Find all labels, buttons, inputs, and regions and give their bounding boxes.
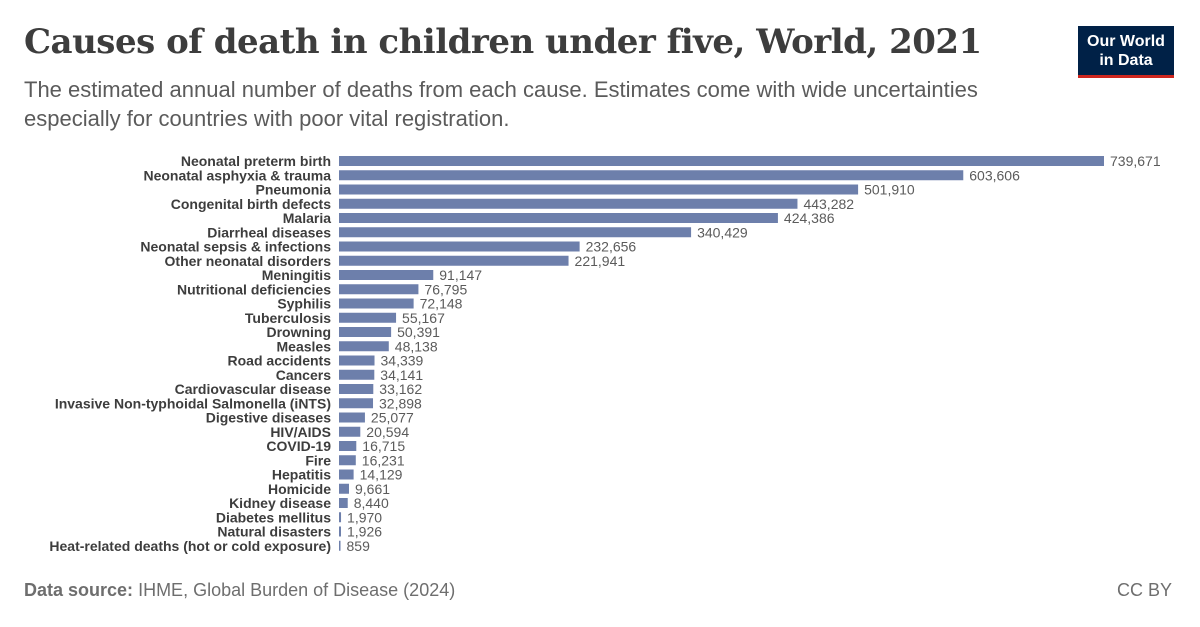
category-label: Other neonatal disorders xyxy=(165,253,332,269)
bar[interactable] xyxy=(339,327,392,337)
category-label: Cardiovascular disease xyxy=(175,381,332,397)
bar[interactable] xyxy=(339,469,354,480)
bar[interactable] xyxy=(339,526,341,537)
bar[interactable] xyxy=(339,398,374,409)
bar[interactable] xyxy=(339,270,434,280)
bar[interactable] xyxy=(339,455,356,466)
value-label: 501,910 xyxy=(864,182,915,198)
category-label: Natural disasters xyxy=(217,524,331,540)
value-label: 50,391 xyxy=(397,324,440,340)
bar[interactable] xyxy=(339,170,964,181)
value-label: 16,715 xyxy=(362,438,405,454)
category-label: Drowning xyxy=(266,324,331,340)
category-label: Hepatitis xyxy=(272,467,331,483)
category-label: Homicide xyxy=(268,481,331,497)
data-source-link[interactable]: IHME, Global Burden of Disease (2024) xyxy=(138,580,456,600)
category-label: COVID-19 xyxy=(266,438,331,454)
bar[interactable] xyxy=(339,512,342,523)
value-label: 55,167 xyxy=(402,310,445,326)
category-label: Invasive Non-typhoidal Salmonella (iNTS) xyxy=(55,395,331,411)
category-label: Syphilis xyxy=(277,296,331,312)
value-label: 32,898 xyxy=(379,395,422,411)
category-label: Diarrheal diseases xyxy=(207,224,331,240)
category-label: Neonatal sepsis & infections xyxy=(140,239,331,255)
value-label: 91,147 xyxy=(439,267,482,283)
bar[interactable] xyxy=(339,198,798,209)
category-label: Neonatal preterm birth xyxy=(181,153,331,169)
value-label: 72,148 xyxy=(420,296,463,312)
category-label: Cancers xyxy=(276,367,331,383)
value-label: 25,077 xyxy=(371,410,414,426)
bar[interactable] xyxy=(339,426,361,437)
value-label: 221,941 xyxy=(575,253,626,269)
value-label: 16,231 xyxy=(362,452,405,468)
value-label: 603,606 xyxy=(969,167,1020,183)
value-label: 34,339 xyxy=(381,353,424,369)
chart-title: Causes of death in children under five, … xyxy=(24,22,982,62)
bar[interactable] xyxy=(339,483,349,494)
data-source: Data source: IHME, Global Burden of Dise… xyxy=(24,580,455,601)
bar[interactable] xyxy=(339,312,397,323)
value-label: 34,141 xyxy=(380,367,423,383)
value-label: 859 xyxy=(347,538,371,554)
value-label: 739,671 xyxy=(1110,153,1161,169)
category-label: Malaria xyxy=(283,210,331,226)
bar[interactable] xyxy=(339,540,341,551)
category-label: Congenital birth defects xyxy=(171,196,331,212)
category-label: Neonatal asphyxia & trauma xyxy=(143,167,331,183)
value-label: 14,129 xyxy=(360,467,403,483)
bar[interactable] xyxy=(339,241,580,252)
category-label: Kidney disease xyxy=(229,495,331,511)
bar[interactable] xyxy=(339,255,569,266)
value-label: 443,282 xyxy=(803,196,854,212)
value-label: 1,970 xyxy=(347,509,382,525)
category-label: Pneumonia xyxy=(256,182,332,198)
category-label: Meningitis xyxy=(262,267,331,283)
data-source-label: Data source: xyxy=(24,580,134,600)
category-label: Fire xyxy=(305,452,331,468)
value-label: 1,926 xyxy=(347,524,382,540)
category-label: HIV/AIDS xyxy=(270,424,331,440)
bar[interactable] xyxy=(339,384,374,394)
logo-line-1: Our World xyxy=(1087,33,1165,50)
category-label: Road accidents xyxy=(228,353,332,369)
category-label: Digestive diseases xyxy=(206,410,332,426)
bar[interactable] xyxy=(339,441,357,451)
bar[interactable] xyxy=(339,298,414,309)
category-label: Tuberculosis xyxy=(245,310,331,326)
category-label: Measles xyxy=(277,338,332,354)
value-label: 33,162 xyxy=(379,381,422,397)
logo-line-2: in Data xyxy=(1099,52,1153,69)
value-label: 424,386 xyxy=(784,210,835,226)
bar[interactable] xyxy=(339,284,419,295)
category-label: Diabetes mellitus xyxy=(216,509,331,525)
value-label: 20,594 xyxy=(366,424,409,440)
value-label: 76,795 xyxy=(424,281,467,297)
bar[interactable] xyxy=(339,412,365,423)
value-label: 8,440 xyxy=(354,495,389,511)
bar[interactable] xyxy=(339,227,692,238)
bar[interactable] xyxy=(339,355,375,366)
value-label: 9,661 xyxy=(355,481,390,497)
value-label: 48,138 xyxy=(395,338,438,354)
category-label: Nutritional deficiencies xyxy=(177,281,331,297)
bar[interactable] xyxy=(339,341,389,352)
license-link[interactable]: CC BY xyxy=(1116,580,1172,600)
value-label: 340,429 xyxy=(697,224,748,240)
category-label: Heat-related deaths (hot or cold exposur… xyxy=(49,538,331,554)
chart-subtitle: The estimated annual number of deaths fr… xyxy=(24,77,978,131)
value-label: 232,656 xyxy=(586,239,637,255)
bar[interactable] xyxy=(339,498,348,508)
bar[interactable] xyxy=(339,369,375,380)
bar[interactable] xyxy=(339,213,778,223)
bar-chart: Neonatal preterm birth 739,671 Neonatal as… xyxy=(49,153,1161,554)
owid-logo[interactable]: Our World in Data xyxy=(1078,26,1174,78)
bar[interactable] xyxy=(339,184,859,195)
bar[interactable] xyxy=(339,156,1104,166)
